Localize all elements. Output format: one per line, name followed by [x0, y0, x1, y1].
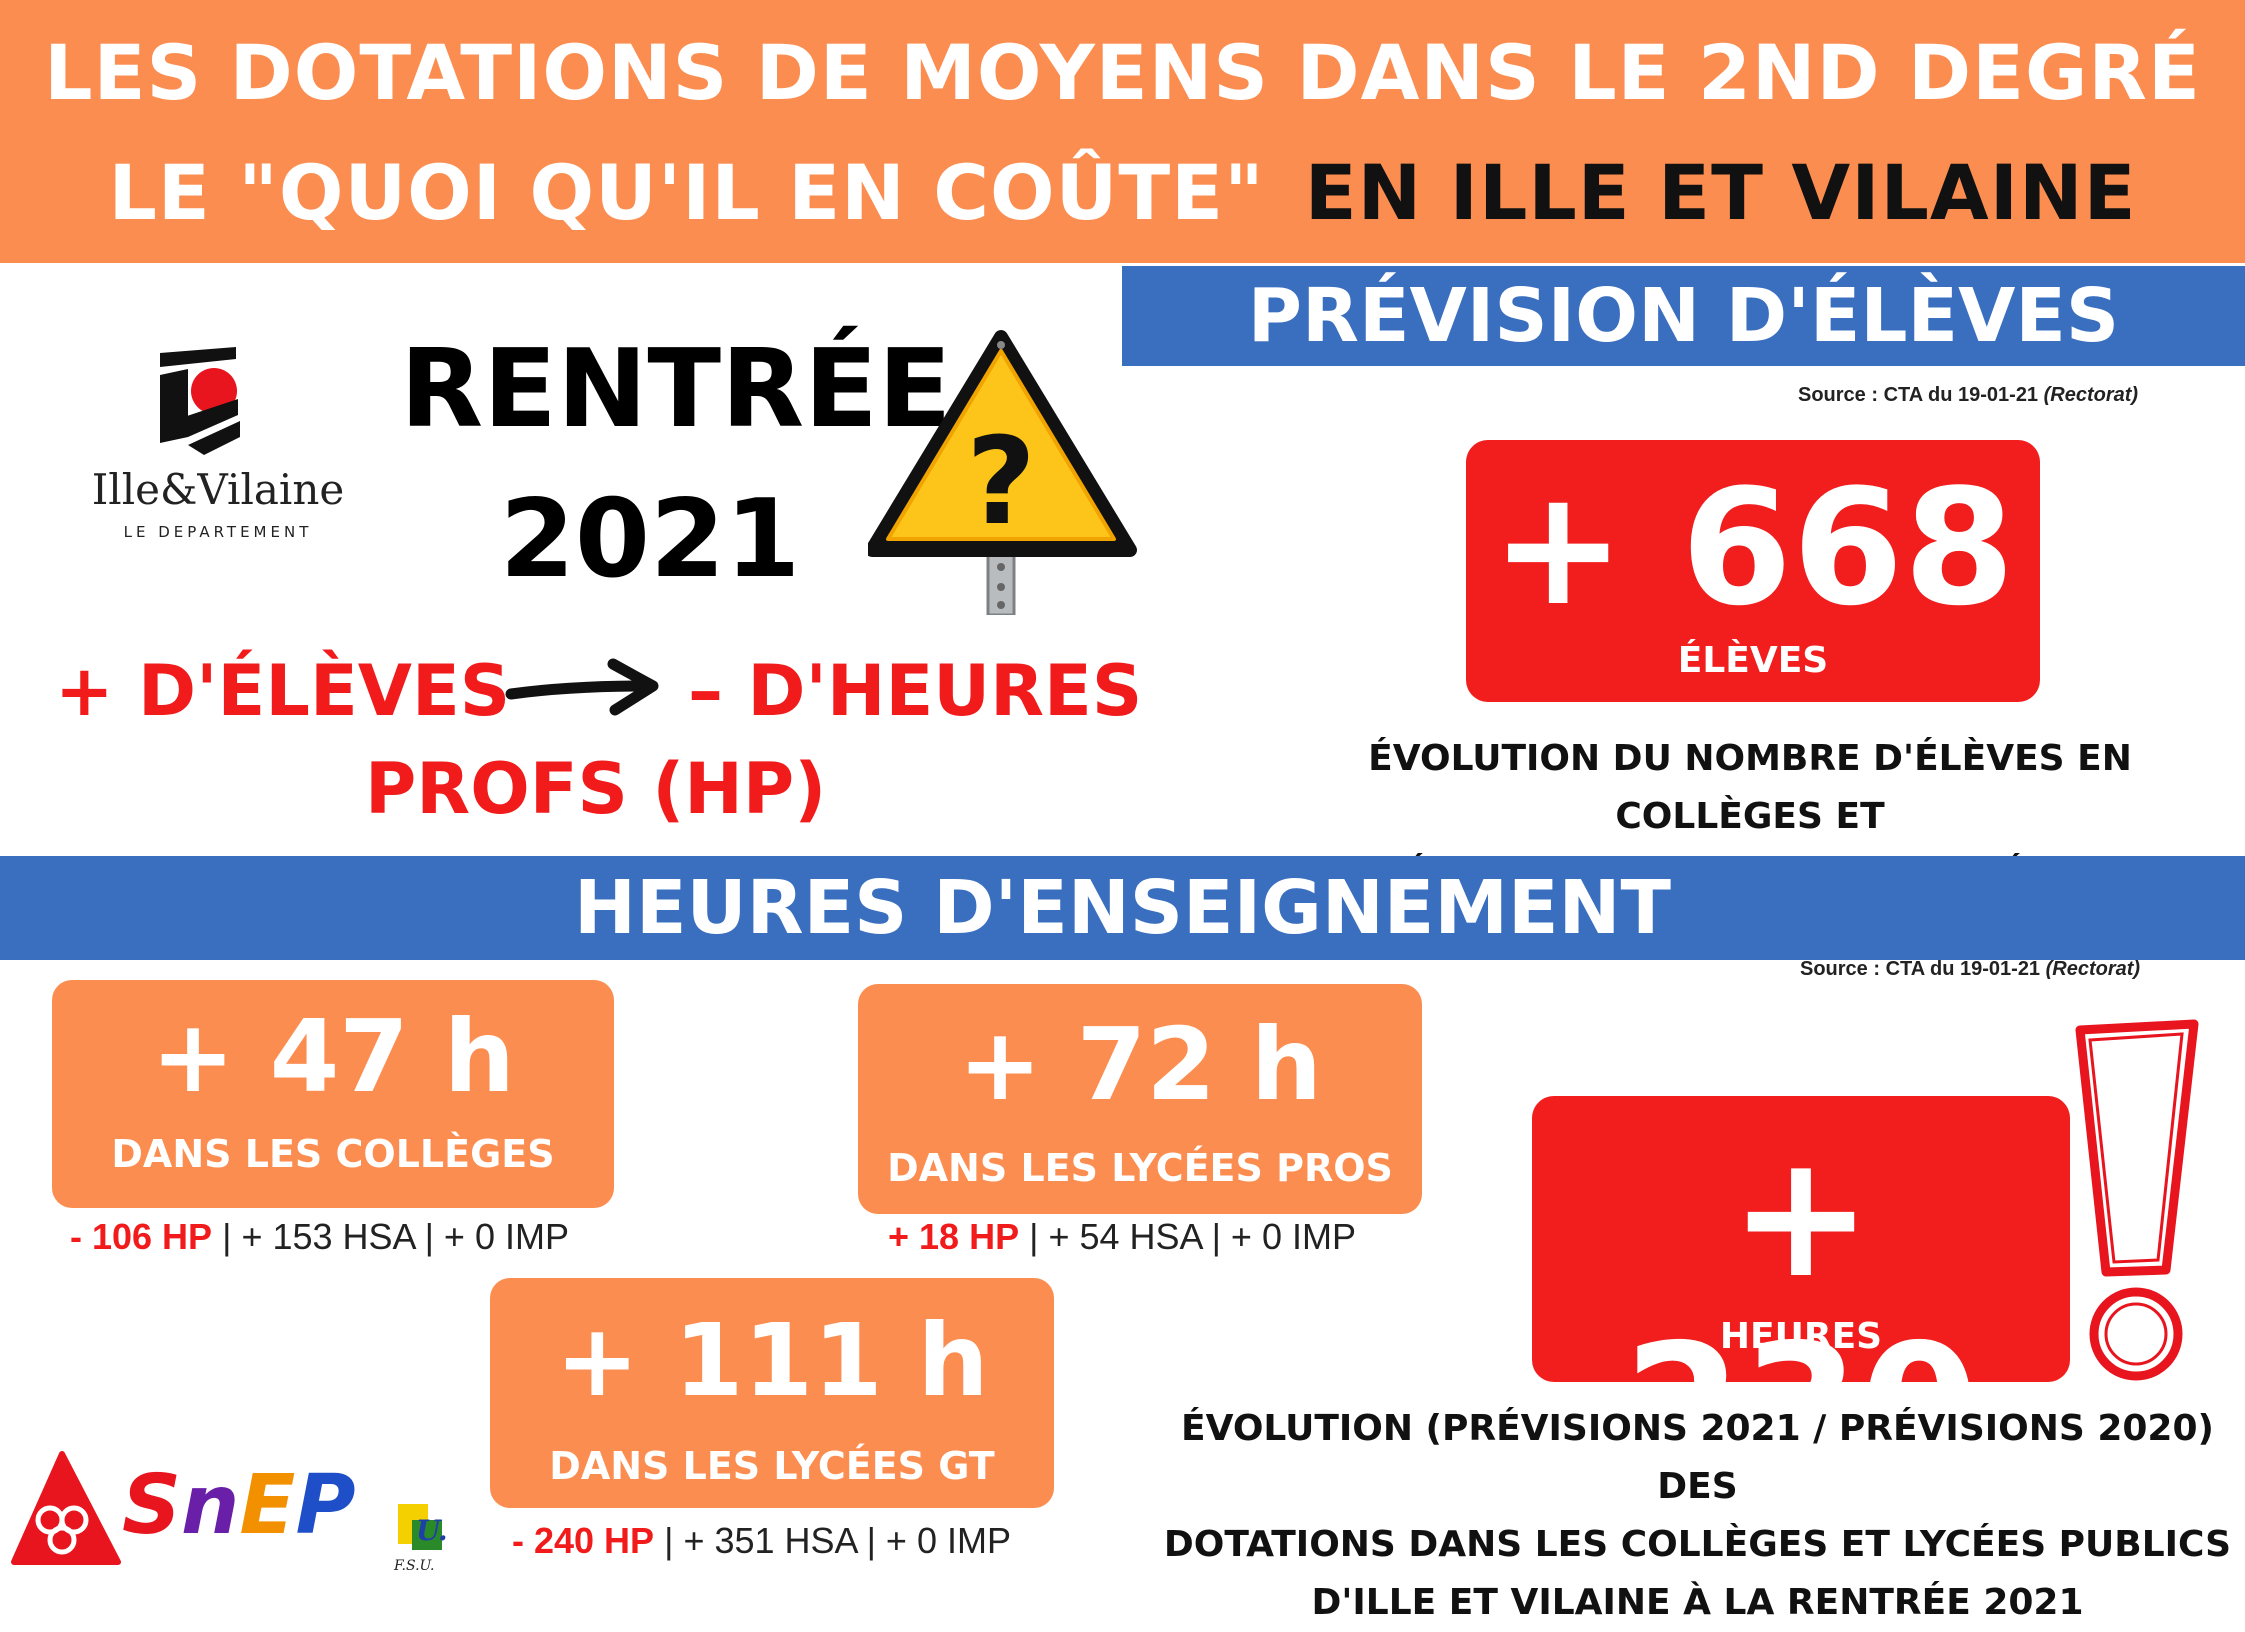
plus-eleves-text: + D'ÉLÈVES	[55, 650, 510, 732]
snep-wordmark-text: SnEP	[122, 1458, 356, 1553]
eleves-total-value: + 668	[1466, 458, 2040, 638]
eleves-description-line-1: ÉVOLUTION DU NOMBRE D'ÉLÈVES EN COLLÈGES…	[1260, 730, 2240, 846]
heures-total-unit: HEURES	[1532, 1316, 2070, 1357]
lycees-gt-box: + 111 h DANS LES LYCÉES GT	[490, 1278, 1054, 1508]
lycees-gt-value: + 111 h	[490, 1306, 1054, 1416]
lycees-gt-hsa-imp: | + 351 HSA | + 0 IMP	[664, 1520, 1011, 1561]
dotations-description: ÉVOLUTION (PRÉVISIONS 2021 / PRÉVISIONS …	[1150, 1400, 2245, 1632]
eleves-total-box: + 668 ÉLÈVES	[1466, 440, 2040, 702]
title-line-2-black: EN ILLE ET VILAINE	[1305, 148, 2137, 237]
dotations-description-line-1: ÉVOLUTION (PRÉVISIONS 2021 / PRÉVISIONS …	[1150, 1400, 2245, 1516]
moins-heures-text: – D'HEURES	[688, 650, 1142, 732]
prevision-source: Source : CTA du 19-01-21 (Rectorat)	[1798, 384, 2138, 407]
colleges-label: DANS LES COLLÈGES	[52, 1132, 614, 1176]
lycees-gt-hp: - 240 HP	[512, 1520, 654, 1561]
profs-hp-text: PROFS (HP)	[365, 748, 826, 830]
lycees-pros-hsa-imp: | + 54 HSA | + 0 IMP	[1029, 1216, 1356, 1257]
prevision-eleves-heading: PRÉVISION D'ÉLÈVES	[1122, 266, 2245, 366]
snep-wordmark: SnEP	[122, 1458, 356, 1553]
exclamation-mark-icon	[2062, 1018, 2212, 1388]
lycees-pros-box: + 72 h DANS LES LYCÉES PROS	[858, 984, 1422, 1214]
svg-text:U.: U.	[416, 1514, 448, 1547]
rentree-heading: RENTRÉE 2021	[400, 330, 900, 600]
heures-source-text: Source : CTA du 19-01-21	[1800, 958, 2040, 980]
dotations-description-line-3: D'ILLE ET VILAINE À LA RENTRÉE 2021	[1150, 1574, 2245, 1632]
title-line-1: LES DOTATIONS DE MOYENS DANS LE 2ND DEGR…	[0, 28, 2245, 117]
prevision-source-italic: (Rectorat)	[2044, 384, 2138, 406]
colleges-value: + 47 h	[52, 1002, 614, 1112]
ille-vilaine-name: Ille&Vilaine	[88, 465, 348, 514]
fsu-label: F.S.U.	[394, 1558, 435, 1574]
lycees-pros-hp: + 18 HP	[888, 1216, 1019, 1257]
lycees-gt-detail: - 240 HP | + 351 HSA | + 0 IMP	[512, 1520, 1011, 1562]
lycees-pros-detail: + 18 HP | + 54 HSA | + 0 IMP	[888, 1216, 1356, 1258]
colleges-box: + 47 h DANS LES COLLÈGES	[52, 980, 614, 1208]
ille-vilaine-subtitle: LE DEPARTEMENT	[88, 523, 348, 541]
title-line-2: LE "QUOI QU'IL EN COÛTE" EN ILLE ET VILAI…	[0, 148, 2245, 237]
heures-total-box: + 230 HEURES	[1532, 1096, 2070, 1382]
heures-enseignement-heading: HEURES D'ENSEIGNEMENT	[0, 856, 2245, 960]
snep-triangle-icon	[10, 1450, 122, 1570]
arrow-right-icon	[505, 658, 665, 718]
lycees-gt-label: DANS LES LYCÉES GT	[490, 1444, 1054, 1488]
colleges-detail: - 106 HP | + 153 HSA | + 0 IMP	[70, 1216, 569, 1258]
warning-sign-icon: ?	[868, 325, 1138, 615]
rentree-line-2: 2021	[400, 480, 900, 600]
prevision-source-text: Source : CTA du 19-01-21	[1798, 384, 2038, 406]
rentree-line-1: RENTRÉE	[400, 330, 900, 450]
ille-vilaine-emblem-icon	[88, 345, 348, 470]
lycees-pros-label: DANS LES LYCÉES PROS	[858, 1146, 1422, 1190]
ille-vilaine-logo: Ille&Vilaine LE DEPARTEMENT	[88, 345, 348, 545]
colleges-hsa-imp: | + 153 HSA | + 0 IMP	[222, 1216, 569, 1257]
colleges-hp: - 106 HP	[70, 1216, 212, 1257]
title-line-2-white: LE "QUOI QU'IL EN COÛTE"	[108, 148, 1264, 237]
lycees-pros-value: + 72 h	[858, 1010, 1422, 1120]
dotations-description-line-2: DOTATIONS DANS LES COLLÈGES ET LYCÉES PU…	[1150, 1516, 2245, 1574]
heures-source: Source : CTA du 19-01-21 (Rectorat)	[1800, 958, 2140, 981]
warning-question-mark: ?	[966, 413, 1036, 552]
snep-fsu-logo: SnEP U. F.S.U.	[10, 1440, 450, 1580]
eleves-total-unit: ÉLÈVES	[1466, 640, 2040, 681]
heures-source-italic: (Rectorat)	[2046, 958, 2140, 980]
